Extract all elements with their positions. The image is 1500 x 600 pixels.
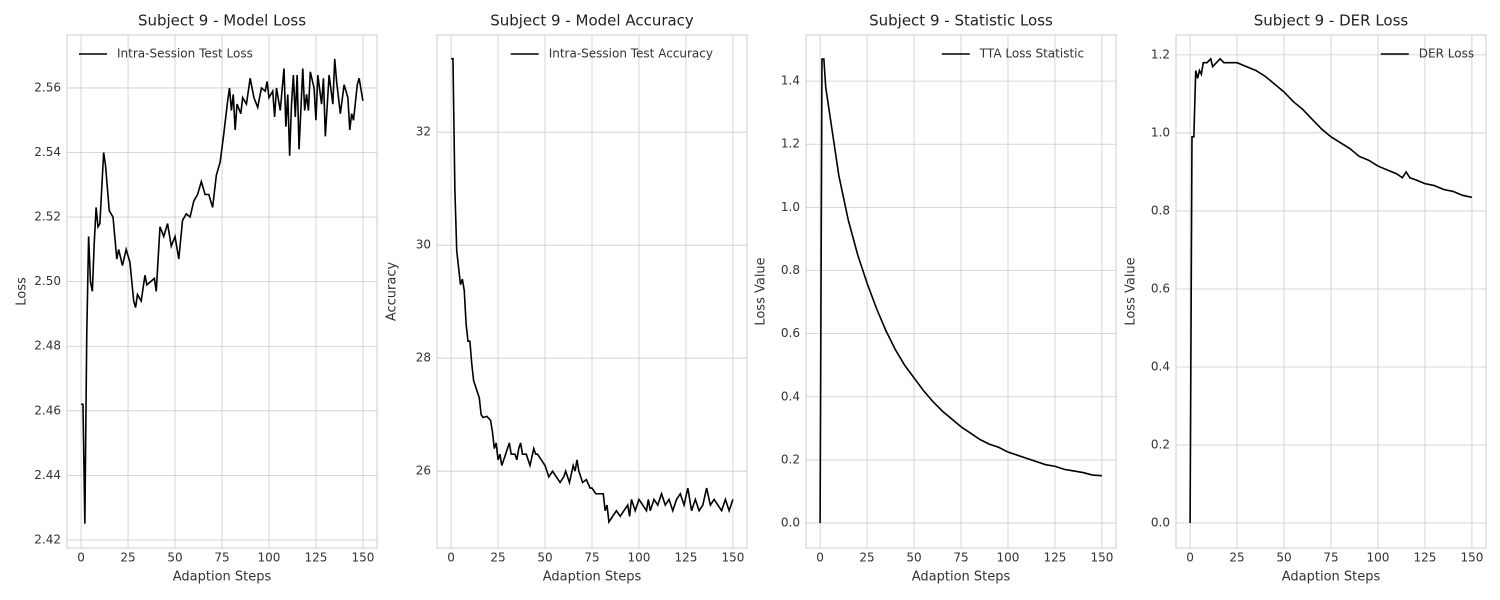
y-axis-label: Loss Value (1124, 257, 1139, 325)
data-line (451, 57, 734, 525)
x-tick-label: 25 (1229, 551, 1244, 565)
x-axis-label: Adaption Steps (912, 570, 1011, 585)
x-tick-label: 125 (304, 551, 327, 565)
x-tick-label: 50 (167, 551, 182, 565)
chart-title: Subject 9 - Statistic Loss (869, 12, 1053, 30)
y-axis-label: Accuracy (385, 262, 400, 322)
legend-label: DER Loss (1419, 47, 1474, 61)
y-tick-label: 2.54 (34, 145, 61, 159)
x-tick-label: 100 (997, 551, 1020, 565)
x-tick-label: 50 (906, 551, 921, 565)
y-tick-label: 2.46 (34, 403, 61, 417)
y-tick-label: 1.2 (781, 137, 800, 151)
x-tick-label: 75 (1323, 551, 1338, 565)
x-tick-label: 150 (351, 551, 374, 565)
y-tick-label: 32 (416, 125, 431, 139)
plot-frame (436, 34, 748, 549)
data-line (81, 58, 364, 524)
y-axis-label: Loss (15, 277, 30, 306)
chart-title: Subject 9 - Model Loss (138, 12, 306, 30)
y-axis-label: Loss Value (754, 257, 769, 325)
x-tick-label: 75 (584, 551, 599, 565)
y-tick-label: 0.0 (1151, 516, 1170, 530)
x-tick-label: 0 (77, 551, 85, 565)
x-tick-label: 125 (1413, 551, 1436, 565)
plot-frame (805, 34, 1117, 549)
y-tick-label: 0.4 (781, 389, 800, 403)
legend-label: Intra-Session Test Loss (117, 47, 253, 61)
x-tick-label: 0 (816, 551, 824, 565)
y-tick-label: 0.4 (1151, 359, 1170, 373)
y-tick-label: 0.2 (1151, 438, 1170, 452)
x-tick-label: 25 (859, 551, 874, 565)
legend-label: TTA Loss Statistic (979, 47, 1084, 61)
y-tick-label: 2.48 (34, 339, 61, 353)
x-tick-label: 50 (1276, 551, 1291, 565)
y-tick-label: 0.8 (1151, 203, 1170, 217)
x-axis-label: Adaption Steps (1282, 570, 1381, 585)
x-tick-label: 50 (537, 551, 552, 565)
y-tick-label: 0.6 (781, 326, 800, 340)
plot-frame (66, 34, 378, 549)
x-tick-label: 150 (721, 551, 744, 565)
y-tick-label: 1.0 (781, 200, 800, 214)
legend-label: Intra-Session Test Accuracy (549, 47, 713, 61)
x-axis-label: Adaption Steps (543, 570, 642, 585)
y-tick-label: 2.50 (34, 274, 61, 288)
y-tick-label: 30 (416, 238, 431, 252)
y-tick-label: 0.2 (781, 452, 800, 466)
y-tick-label: 1.4 (781, 74, 800, 88)
x-tick-label: 100 (628, 551, 651, 565)
x-tick-label: 75 (214, 551, 229, 565)
y-tick-label: 0.0 (781, 516, 800, 530)
x-tick-label: 25 (120, 551, 135, 565)
x-tick-label: 125 (1043, 551, 1066, 565)
x-axis-label: Adaption Steps (173, 570, 272, 585)
y-tick-label: 0.6 (1151, 281, 1170, 295)
y-tick-label: 1.2 (1151, 47, 1170, 61)
plot-frame (1175, 34, 1487, 549)
x-tick-label: 75 (953, 551, 968, 565)
y-tick-label: 0.8 (781, 263, 800, 277)
x-tick-label: 100 (258, 551, 281, 565)
x-tick-label: 125 (674, 551, 697, 565)
x-tick-label: 150 (1460, 551, 1483, 565)
y-tick-label: 2.52 (34, 210, 61, 224)
y-tick-label: 2.42 (34, 532, 61, 546)
x-tick-label: 150 (1090, 551, 1113, 565)
data-line (819, 58, 1102, 524)
x-tick-label: 0 (447, 551, 455, 565)
x-tick-label: 25 (490, 551, 505, 565)
y-tick-label: 26 (416, 464, 431, 478)
x-tick-label: 0 (1186, 551, 1194, 565)
x-tick-label: 100 (1367, 551, 1390, 565)
y-tick-label: 28 (416, 351, 431, 365)
data-line (1189, 57, 1473, 524)
y-tick-label: 2.56 (34, 80, 61, 94)
chart-title: Subject 9 - Model Accuracy (490, 12, 694, 30)
y-tick-label: 1.0 (1151, 125, 1170, 139)
chart-title: Subject 9 - DER Loss (1254, 12, 1409, 30)
y-tick-label: 2.44 (34, 468, 61, 482)
